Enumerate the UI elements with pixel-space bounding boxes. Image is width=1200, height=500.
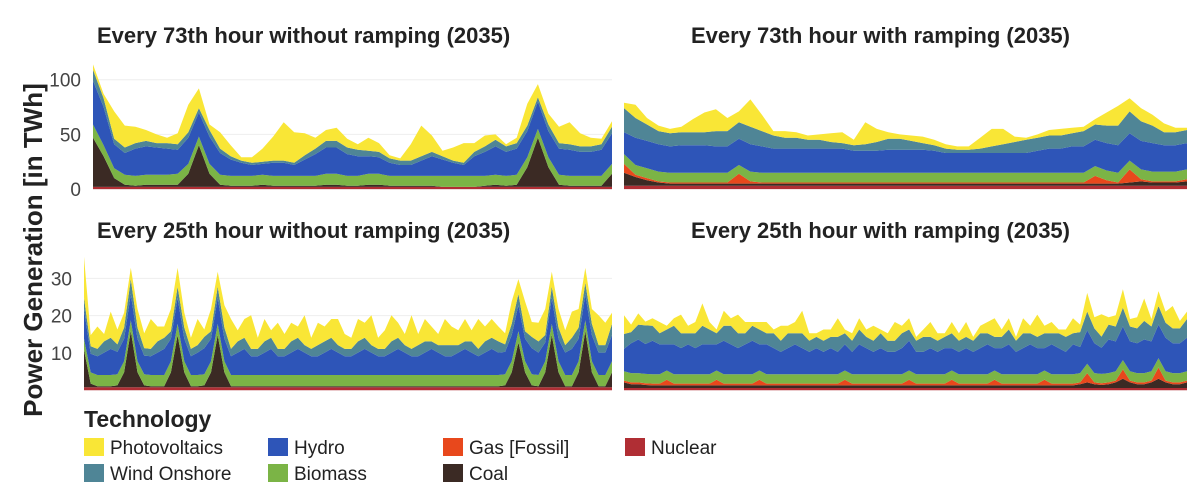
y-tick-label: 10 [51, 344, 72, 365]
area-gas-fossil [624, 163, 1187, 184]
panel-73h-without-ramping: 0 50 100 [49, 60, 612, 201]
area-gas-fossil [624, 367, 1187, 386]
area-coal [624, 172, 1187, 186]
legend-label-wind-onshore: Wind Onshore [110, 464, 231, 485]
legend-swatch-wind-onshore [84, 464, 104, 482]
area-nuclear [624, 388, 1187, 391]
y-axis-label: Power Generation [in TWh] [18, 83, 48, 417]
legend: Technology Photovoltaics Hydro Gas [Foss… [84, 406, 717, 485]
legend-swatch-gas [443, 438, 463, 456]
y-tick-label: 0 [70, 180, 81, 201]
area-photovoltaics [624, 289, 1187, 341]
area-hydro [84, 294, 612, 375]
area-photovoltaics [93, 64, 612, 163]
area-photovoltaics [84, 256, 612, 349]
y-tick-label: 100 [49, 71, 81, 92]
area-wind-onshore [624, 306, 1187, 352]
panel-73h-with-ramping [624, 60, 1187, 200]
panel-2-title: Every 73th hour with ramping (2035) [691, 23, 1070, 48]
legend-swatch-coal [443, 464, 463, 482]
legend-swatch-biomass [268, 464, 288, 482]
legend-label-biomass: Biomass [294, 464, 367, 485]
y-tick-label: 50 [60, 125, 81, 146]
panel-25h-without-ramping: 10 20 30 [51, 256, 612, 394]
area-hydro [624, 324, 1187, 375]
legend-title: Technology [84, 406, 212, 432]
panel-1-title: Every 73th hour without ramping (2035) [97, 23, 510, 48]
area-wind-onshore [93, 69, 612, 165]
legend-label-hydro: Hydro [294, 438, 345, 459]
area-photovoltaics [624, 98, 1187, 150]
legend-label-gas: Gas [Fossil] [469, 438, 569, 459]
legend-label-nuclear: Nuclear [651, 438, 717, 459]
legend-label-photovoltaics: Photovoltaics [110, 438, 223, 459]
legend-swatch-photovoltaics [84, 438, 104, 456]
area-coal [93, 137, 612, 187]
panel-25h-with-ramping [624, 256, 1187, 394]
area-biomass [624, 154, 1187, 183]
y-tick-label: 30 [51, 269, 72, 290]
area-wind-onshore [624, 108, 1187, 153]
area-nuclear [624, 185, 1187, 190]
legend-swatch-nuclear [625, 438, 645, 456]
area-coal [624, 378, 1187, 388]
area-biomass [93, 124, 612, 187]
area-wind-onshore [84, 279, 612, 357]
area-hydro [93, 80, 612, 176]
area-hydro [624, 132, 1187, 173]
area-nuclear [93, 186, 612, 190]
area-coal [84, 331, 612, 388]
legend-swatch-hydro [268, 438, 288, 456]
area-biomass [84, 320, 612, 387]
panel-4-title: Every 25th hour with ramping (2035) [691, 218, 1070, 243]
panel-3-title: Every 25th hour without ramping (2035) [97, 218, 510, 243]
area-biomass [624, 358, 1187, 384]
legend-label-coal: Coal [469, 464, 508, 485]
area-nuclear [84, 387, 612, 391]
y-tick-label: 20 [51, 307, 72, 328]
